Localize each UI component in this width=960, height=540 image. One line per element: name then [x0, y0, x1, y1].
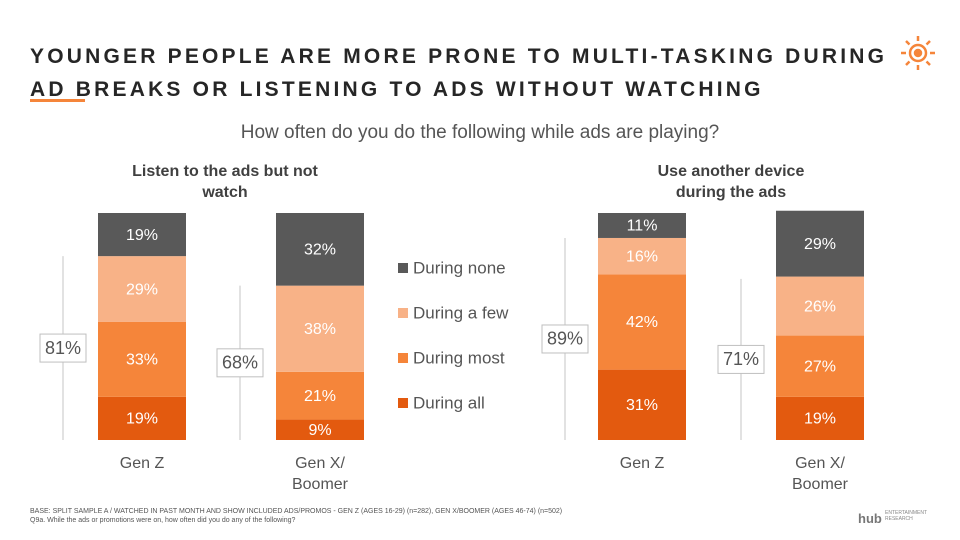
category-label: Gen Z — [619, 455, 665, 472]
data-label: 19% — [126, 411, 158, 428]
legend-swatch — [398, 353, 408, 363]
data-label: 27% — [804, 358, 836, 375]
data-label: 11% — [627, 218, 658, 235]
bar-segment — [598, 237, 686, 275]
data-label: 16% — [626, 248, 658, 265]
bar-segment — [276, 213, 364, 286]
logo-tagline: ENTERTAINMENT RESEARCH — [885, 510, 927, 522]
chart-title: Use another device during the ads — [657, 163, 805, 201]
bar-segment — [98, 213, 186, 257]
data-label: 31% — [626, 397, 658, 414]
data-label: 19% — [804, 411, 836, 428]
bar-segment — [598, 213, 686, 238]
footnote: BASE: SPLIT SAMPLE A / WATCHED IN PAST M… — [30, 508, 563, 515]
sun-icon — [901, 36, 935, 70]
data-label: 29% — [804, 236, 836, 253]
data-label: 32% — [304, 242, 336, 259]
category-label: Gen Z — [119, 455, 165, 472]
total-label: 89% — [547, 329, 583, 349]
bar-segment — [598, 369, 686, 440]
bar-segment — [598, 274, 686, 370]
bar-segment — [98, 321, 186, 397]
legend-swatch — [398, 263, 408, 273]
data-label: 42% — [626, 314, 658, 331]
bar-segment — [98, 396, 186, 440]
data-label: 29% — [126, 281, 158, 298]
total-label: 81% — [45, 338, 81, 358]
legend-swatch — [398, 308, 408, 318]
slide-title: YOUNGER PEOPLE ARE MORE PRONE TO MULTI-T… — [30, 45, 888, 101]
legend-swatch — [398, 398, 408, 408]
data-label: 21% — [304, 388, 336, 405]
chart-title: Listen to the ads but not watch — [132, 163, 318, 201]
data-label: 9% — [308, 422, 331, 439]
category-label: Gen X/ Boomer — [791, 455, 849, 493]
bar-segment — [98, 256, 186, 322]
total-box — [216, 348, 264, 378]
logo-name: hub — [858, 511, 882, 526]
title-underline — [30, 99, 85, 102]
footnote: Q9a. While the ads or promotions were on… — [30, 517, 296, 524]
legend-label: During all — [413, 393, 485, 412]
total-box — [717, 344, 765, 374]
data-label: 26% — [804, 298, 836, 315]
legend-label: During a few — [413, 303, 509, 322]
bar-segment — [276, 285, 364, 372]
total-box — [541, 324, 589, 354]
data-label: 38% — [304, 321, 336, 338]
bar-segment — [776, 335, 864, 397]
bar-segment — [276, 419, 364, 440]
bar-segment — [776, 210, 864, 277]
total-box — [39, 333, 87, 363]
data-label: 19% — [126, 227, 158, 244]
legend-label: During none — [413, 258, 506, 277]
bar-segment — [776, 276, 864, 336]
category-label: Gen X/ Boomer — [291, 455, 349, 493]
legend-label: During most — [413, 348, 505, 367]
bar-segment — [276, 371, 364, 420]
bar-segment — [776, 396, 864, 440]
subtitle: How often do you do the following while … — [240, 122, 720, 143]
total-label: 71% — [723, 349, 759, 369]
total-label: 68% — [222, 353, 258, 373]
data-label: 33% — [126, 352, 158, 369]
